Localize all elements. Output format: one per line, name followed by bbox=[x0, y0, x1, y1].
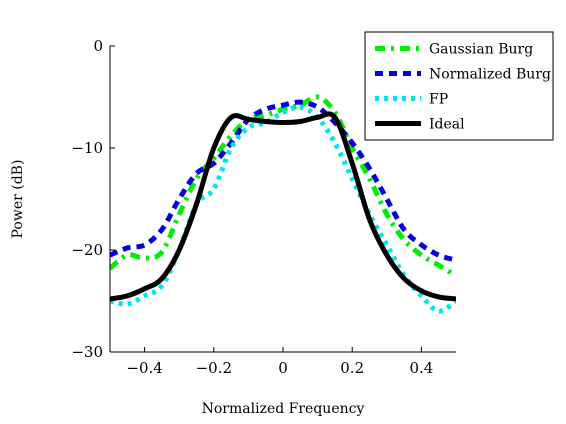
x-tick-label: 0.2 bbox=[340, 359, 364, 377]
legend-label: FP bbox=[429, 92, 448, 108]
series-line-fp bbox=[110, 104, 456, 314]
y-tick-label: −10 bbox=[71, 139, 103, 157]
y-axis-title: Power (dB) bbox=[10, 160, 26, 239]
series-line-gaussian-burg bbox=[110, 94, 456, 278]
series-line-ideal bbox=[110, 111, 456, 302]
x-tick-label: −0.4 bbox=[126, 359, 162, 377]
x-axis-title: Normalized Frequency bbox=[202, 401, 365, 417]
legend-label: Ideal bbox=[429, 117, 465, 133]
series-line-normalized-burg bbox=[110, 99, 456, 263]
y-tick-label: −20 bbox=[71, 241, 103, 259]
legend: Gaussian Burg Normalized Burg FP Ideal bbox=[364, 31, 554, 141]
y-tick-label: 0 bbox=[93, 37, 103, 55]
x-tick-label: −0.2 bbox=[196, 359, 232, 377]
x-tick-label: 0 bbox=[278, 359, 288, 377]
legend-label: Gaussian Burg bbox=[429, 42, 533, 58]
y-tick-label: −30 bbox=[71, 343, 103, 361]
series-curves bbox=[110, 94, 456, 314]
x-tick-label: 0.4 bbox=[409, 359, 433, 377]
legend-label: Normalized Burg bbox=[429, 67, 551, 83]
axes: −0.4 −0.2 0 0.2 0.4 −30 −20 −10 0 Normalized Freq… bbox=[10, 37, 456, 417]
